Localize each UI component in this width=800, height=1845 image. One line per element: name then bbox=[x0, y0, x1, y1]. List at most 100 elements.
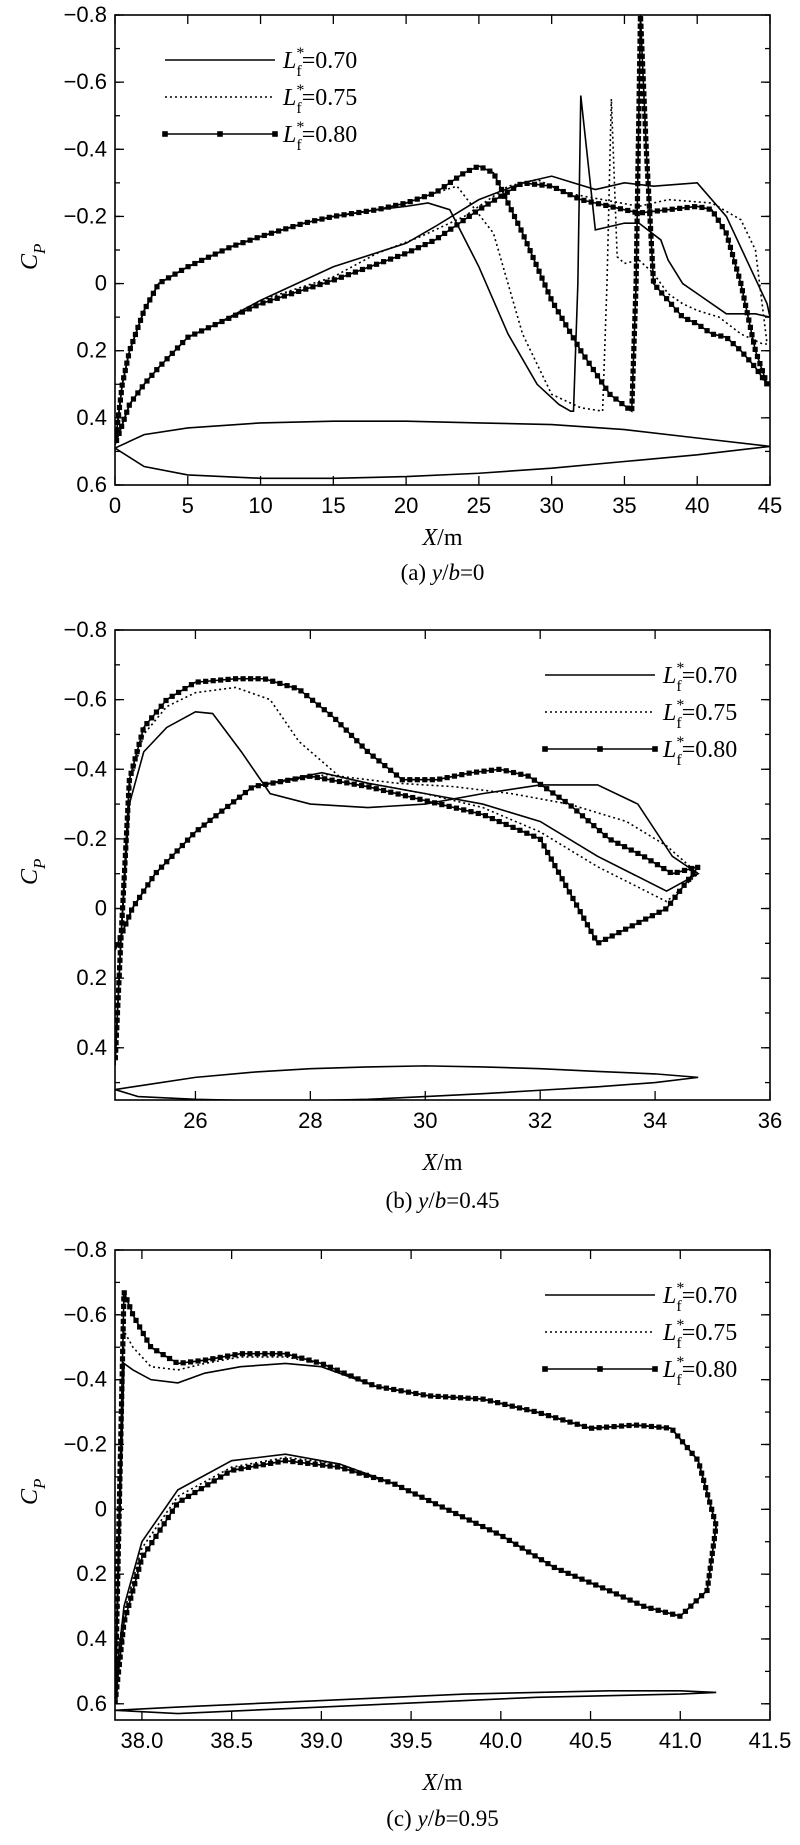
legend-label-base: L bbox=[662, 663, 676, 689]
series-marker bbox=[417, 796, 423, 802]
series-marker bbox=[689, 865, 695, 872]
series-marker bbox=[117, 1461, 123, 1467]
legend-label-1: L* f=0.75 bbox=[282, 82, 357, 117]
series-marker bbox=[513, 1541, 519, 1547]
y-tick-label: 0.6 bbox=[76, 472, 107, 497]
series-marker bbox=[649, 248, 655, 254]
x-tick-label: 41.5 bbox=[749, 1728, 792, 1753]
series-marker bbox=[591, 823, 597, 829]
series-marker bbox=[635, 128, 642, 134]
series-marker bbox=[123, 830, 130, 836]
series-marker bbox=[310, 697, 316, 703]
series-marker bbox=[709, 1506, 715, 1512]
series-marker bbox=[559, 315, 565, 321]
series-line-1 bbox=[115, 98, 768, 445]
series-marker bbox=[369, 1382, 375, 1388]
series-marker bbox=[538, 1557, 545, 1563]
series-marker bbox=[322, 776, 328, 782]
series-marker bbox=[662, 1609, 669, 1615]
series-marker bbox=[120, 897, 126, 903]
series-marker bbox=[180, 339, 186, 346]
series-marker bbox=[236, 794, 243, 800]
series-marker bbox=[192, 260, 198, 267]
series-marker bbox=[198, 328, 205, 334]
series-marker bbox=[161, 1521, 167, 1527]
series-marker bbox=[667, 869, 673, 876]
series-marker bbox=[566, 328, 573, 334]
series-marker bbox=[510, 769, 517, 776]
series-marker bbox=[158, 703, 164, 709]
series-marker bbox=[650, 270, 656, 277]
series-marker bbox=[210, 678, 216, 684]
series-marker bbox=[681, 867, 688, 874]
series-marker bbox=[599, 379, 605, 385]
series-marker bbox=[630, 375, 636, 382]
series-marker bbox=[509, 1403, 515, 1409]
series-marker bbox=[116, 980, 122, 986]
series-marker bbox=[647, 226, 654, 232]
series-marker bbox=[628, 847, 634, 853]
series-marker bbox=[115, 1669, 122, 1675]
series-marker bbox=[195, 1358, 201, 1364]
series-marker bbox=[116, 1521, 122, 1527]
series-marker bbox=[541, 843, 547, 849]
series-marker bbox=[130, 396, 137, 402]
series-marker bbox=[602, 832, 608, 839]
series-marker bbox=[154, 367, 160, 373]
series-marker bbox=[124, 360, 130, 366]
series-marker bbox=[351, 781, 357, 787]
series-marker bbox=[334, 213, 340, 219]
series-marker bbox=[518, 227, 524, 233]
y-tick-label: −0.6 bbox=[64, 1302, 107, 1327]
series-marker bbox=[124, 822, 130, 829]
series-marker bbox=[443, 1394, 449, 1400]
series-marker bbox=[640, 83, 647, 89]
series-marker bbox=[268, 230, 275, 236]
series-marker bbox=[213, 813, 219, 819]
caption-label: (b) bbox=[386, 1188, 419, 1213]
series-marker bbox=[656, 1424, 662, 1430]
series-marker bbox=[269, 1351, 276, 1357]
series-marker bbox=[602, 936, 609, 942]
series-marker bbox=[132, 756, 138, 762]
series-marker bbox=[115, 1656, 119, 1662]
series-marker bbox=[342, 1466, 348, 1472]
series-marker bbox=[454, 222, 460, 228]
x-axis-title-var: X bbox=[421, 1150, 438, 1176]
series-marker bbox=[643, 136, 649, 142]
series-marker bbox=[233, 242, 239, 248]
legend-label-sup: * bbox=[676, 697, 684, 714]
series-marker bbox=[603, 1424, 610, 1430]
legend-marker bbox=[542, 1366, 548, 1372]
series-marker bbox=[511, 213, 518, 220]
series-marker bbox=[694, 1456, 700, 1462]
series-marker bbox=[359, 743, 365, 749]
series-marker bbox=[704, 328, 710, 334]
panel-caption: (b) y/b=0.45 bbox=[386, 1188, 500, 1213]
series-marker bbox=[366, 264, 373, 270]
series-marker bbox=[705, 1492, 711, 1498]
series-marker bbox=[593, 1582, 599, 1588]
series-marker bbox=[115, 987, 122, 993]
legend-label-sup: * bbox=[676, 660, 684, 677]
legend-label-value: =0.80 bbox=[302, 122, 358, 148]
y-axis-title-sub: P bbox=[30, 244, 49, 255]
series-marker bbox=[120, 1632, 126, 1638]
series-marker bbox=[613, 1591, 620, 1597]
series-marker bbox=[154, 1348, 160, 1354]
series-marker bbox=[609, 933, 615, 939]
series-marker bbox=[475, 810, 481, 817]
plot-area bbox=[115, 1290, 719, 1715]
series-marker bbox=[150, 290, 156, 296]
series-marker bbox=[205, 1482, 211, 1488]
series-marker bbox=[610, 204, 616, 210]
series-marker bbox=[157, 1527, 163, 1533]
series-marker bbox=[254, 1351, 261, 1357]
series-marker bbox=[699, 1593, 705, 1599]
legend-label-sup: * bbox=[296, 119, 304, 136]
series-marker bbox=[117, 1483, 123, 1489]
series-marker bbox=[115, 1633, 120, 1639]
series-marker bbox=[115, 1626, 120, 1632]
series-marker bbox=[677, 1613, 683, 1619]
series-marker bbox=[119, 1639, 125, 1645]
